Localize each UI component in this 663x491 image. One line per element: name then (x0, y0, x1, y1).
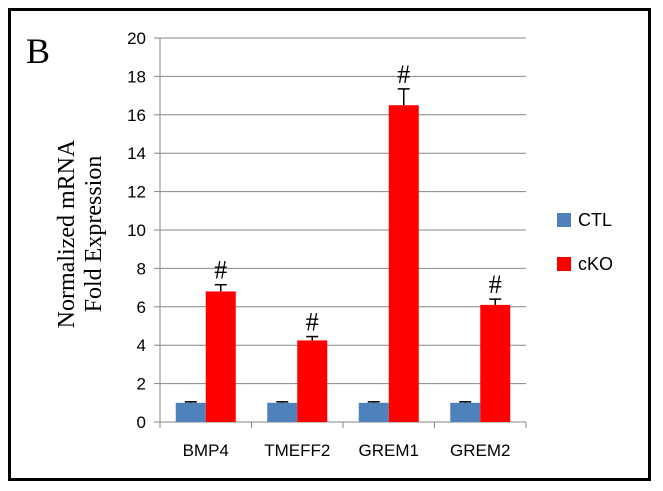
bar-cko-bmp4 (205, 291, 236, 422)
y-axis-label: Normalized mRNA Fold Expression (54, 139, 107, 328)
x-category-label: GREM2 (450, 441, 510, 460)
y-axis-label-line-2: Fold Expression (81, 156, 107, 313)
figure-frame (8, 8, 651, 481)
y-tick-label: 0 (137, 413, 146, 432)
y-tick-label: 10 (127, 221, 146, 240)
y-axis-label-line-1: Normalized mRNA (54, 139, 80, 328)
bar-cko-tmeff2 (297, 340, 328, 422)
legend-label-ctl: CTL (578, 210, 612, 230)
bar-ctl-bmp4 (175, 402, 206, 422)
y-tick-label: 14 (127, 144, 146, 163)
bar-ctl-grem1 (358, 402, 389, 422)
significance-marker: # (397, 60, 410, 89)
x-category-label: TMEFF2 (264, 441, 330, 460)
bar-cko-grem1 (388, 105, 419, 422)
legend-label-cko: cKO (578, 254, 613, 274)
legend-swatch-ctl (557, 213, 571, 227)
significance-marker: # (489, 270, 502, 299)
significance-marker: # (306, 308, 319, 337)
x-category-label: GREM1 (359, 441, 419, 460)
y-tick-label: 12 (127, 183, 146, 202)
y-tick-label: 18 (127, 67, 146, 86)
y-tick-label: 6 (137, 298, 146, 317)
y-tick-label: 20 (127, 29, 146, 48)
x-category-label: BMP4 (183, 441, 229, 460)
bar-ctl-tmeff2 (267, 402, 298, 422)
y-tick-label: 2 (137, 375, 146, 394)
significance-marker: # (214, 256, 227, 285)
y-tick-label: 16 (127, 106, 146, 125)
legend-swatch-cko (557, 257, 571, 271)
bar-ctl-grem2 (450, 402, 481, 422)
bar-cko-grem2 (480, 304, 511, 422)
y-tick-label: 8 (137, 259, 146, 278)
panel-label: B (26, 31, 50, 71)
y-tick-label: 4 (137, 336, 146, 355)
